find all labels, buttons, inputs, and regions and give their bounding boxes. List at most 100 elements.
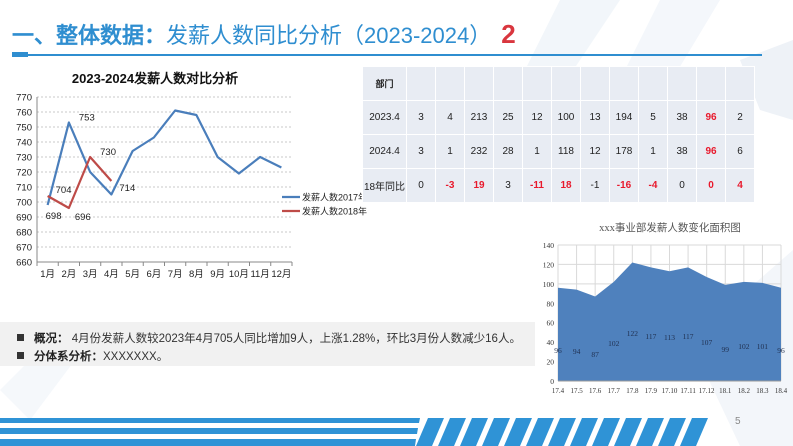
table-cell: 12 [581,135,609,168]
table-row: 18年同比 0 -3 19 3 -11 18 -1 -16 -4 0 0 4 [363,169,754,202]
table-header-cell [668,67,696,100]
line-chart-canvas: 2023-2024发薪人数对比分析 660 670 680 690 700 710 720 7… [16,71,367,280]
table-cell: 6 [726,135,754,168]
footer-stripes [0,418,708,446]
title-prefix: 一、整体数据： [12,23,167,48]
table-cell: -16 [610,169,638,202]
x-tick-label: 10月 [229,269,249,280]
table-cell: 3 [407,101,435,134]
line-chart-data-labels: 698 753 704 696 730 714 [46,113,136,224]
table-header-cell [407,67,435,100]
table-cell: -11 [523,169,551,202]
area-chart-title: xxx事业部发薪人数变化面积图 [599,221,741,234]
summary-item-system-analysis: 分体系分析：XXXXXXX。 [17,348,168,364]
y-tick-label: 750 [16,123,32,134]
table-cell: 13 [581,101,609,134]
table-cell: 19 [465,169,493,202]
x-tick-label: 12月 [271,269,291,280]
table-header-row: 部门 [363,67,754,100]
area-chart: xxx事业部发薪人数变化面积图 96 94 87 102 122 117 113 117 107… [530,215,793,400]
table-cell: 3 [494,169,522,202]
table-cell: 4 [436,101,464,134]
x-tick-label: 17.8 [626,387,639,395]
table-cell: 3 [407,135,435,168]
area-chart-canvas: xxx事业部发薪人数变化面积图 96 94 87 102 122 117 113 117 107… [543,221,788,395]
square-bullet-icon [17,334,24,342]
table-cell: 18 [552,169,580,202]
x-tick-label: 2月 [61,269,76,280]
legend-label: 发薪人数2018年 [302,206,367,217]
y-tick-label: 0 [550,377,554,386]
y-tick-label: 730 [16,153,32,164]
data-label: 696 [75,212,91,223]
table-cell: 5 [639,101,667,134]
table-cell: 100 [552,101,580,134]
y-tick-label: 770 [16,93,32,104]
data-label: 753 [79,113,95,124]
data-label: 96 [777,346,785,355]
table-header-cell [639,67,667,100]
table-cell: 38 [668,135,696,168]
legend-label: 发薪人数2017年 [302,192,367,203]
line-chart-grid [37,96,292,248]
x-tick-label: 17.11 [680,387,696,395]
table-header-cell [436,67,464,100]
table-header-cell [581,67,609,100]
y-tick-label: 660 [16,258,32,269]
data-label: 714 [119,183,135,194]
table-cell: 118 [552,135,580,168]
line-chart-series [46,109,282,210]
y-tick-label: 680 [16,228,32,239]
table-cell: 1 [523,135,551,168]
table-cell: -3 [436,169,464,202]
area-series [558,262,781,381]
summary-label: 概况： [34,333,69,345]
x-tick-label: 6月 [146,269,161,280]
x-tick-label: 17.5 [570,387,583,395]
x-tick-label: 17.7 [608,387,621,395]
data-label: 102 [608,339,620,348]
title-main: 发薪人数同比分析（2023-2024） [166,23,492,48]
y-tick-label: 690 [16,213,32,224]
x-tick-label: 7月 [168,269,183,280]
data-label: 117 [645,332,656,341]
table-cell: 0 [668,169,696,202]
table-cell: 2 [726,101,754,134]
data-label: 113 [664,333,675,342]
table-cell: 1 [436,135,464,168]
data-label: 99 [722,345,730,354]
table-cell: -4 [639,169,667,202]
x-tick-label: 17.4 [552,387,565,395]
table-cell: 232 [465,135,493,168]
x-tick-label: 18.2 [738,387,751,395]
table-cell: 28 [494,135,522,168]
table-cell: 25 [494,101,522,134]
area-chart-series [558,262,781,381]
page-number: 5 [735,416,741,427]
y-tick-label: 720 [16,168,32,179]
table-header-cell [552,67,580,100]
summary-label: 分体系分析： [34,351,103,363]
table-row: 2023.4 3 4 213 25 12 100 13 194 5 38 96 2 [363,101,754,134]
table-header-cell [610,67,638,100]
summary-text: XXXXXXX。 [103,351,169,363]
table-cell: 96 [697,135,725,168]
y-tick-label: 100 [543,280,555,289]
x-tick-label: 5月 [125,269,140,280]
table-header-cell [697,67,725,100]
department-table: 部门 2023.4 3 4 213 25 12 100 13 194 5 38 96 2 2024.4 3 1 2… [362,66,755,203]
area-chart-axes: 0 20 40 60 80 100 120 140 17.4 17.5 17.6 17.7 17.8 17… [543,241,788,395]
table-cell: 96 [697,101,725,134]
summary-box: 概况： 4月份发薪人数较2023年4月705人同比增加9人，上涨1.28%，环比… [0,322,535,366]
row-label: 2023.4 [363,101,406,134]
table-cell: 0 [407,169,435,202]
y-tick-label: 670 [16,243,32,254]
area-chart-data-labels: 96 94 87 102 122 117 113 117 107 99 102 101 96 [554,329,785,359]
summary-text: 4月份发薪人数较2023年4月705人同比增加9人，上涨1.28%，环比3月份人… [68,333,521,345]
table-cell: 1 [639,135,667,168]
x-tick-label: 11月 [250,269,269,280]
line-chart-axes: 660 670 680 690 700 710 720 730 740 750 760 770 1月 2月… [16,93,293,280]
x-tick-label: 17.10 [662,387,678,395]
square-bullet-icon [17,352,24,360]
